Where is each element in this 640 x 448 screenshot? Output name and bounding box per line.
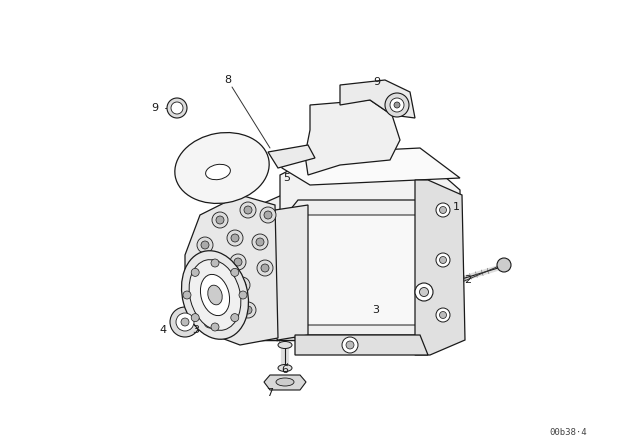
Circle shape: [342, 337, 358, 353]
Circle shape: [239, 291, 247, 299]
Ellipse shape: [200, 274, 230, 315]
Text: 1: 1: [452, 202, 460, 212]
Polygon shape: [258, 200, 455, 335]
Circle shape: [212, 307, 228, 323]
Circle shape: [227, 230, 243, 246]
Circle shape: [256, 238, 264, 246]
Polygon shape: [248, 210, 304, 340]
Polygon shape: [255, 155, 460, 345]
Circle shape: [238, 281, 246, 289]
Circle shape: [252, 234, 268, 250]
Circle shape: [234, 258, 242, 266]
Circle shape: [208, 288, 216, 296]
Circle shape: [415, 283, 433, 301]
Circle shape: [436, 203, 450, 217]
Circle shape: [181, 318, 189, 326]
Ellipse shape: [208, 285, 222, 305]
Circle shape: [201, 241, 209, 249]
Circle shape: [204, 264, 212, 272]
Polygon shape: [295, 335, 428, 355]
Polygon shape: [255, 205, 308, 340]
Text: 9: 9: [373, 77, 381, 87]
Text: 3: 3: [193, 325, 200, 335]
Circle shape: [257, 260, 273, 276]
Circle shape: [230, 254, 246, 270]
Ellipse shape: [175, 133, 269, 203]
Circle shape: [436, 253, 450, 267]
Text: 5: 5: [284, 173, 291, 183]
Circle shape: [261, 264, 269, 272]
Circle shape: [244, 306, 252, 314]
Circle shape: [244, 206, 252, 214]
Circle shape: [183, 291, 191, 299]
Text: 8: 8: [225, 75, 232, 85]
Circle shape: [394, 102, 400, 108]
Circle shape: [385, 93, 409, 117]
Circle shape: [440, 207, 447, 214]
Circle shape: [436, 308, 450, 322]
Ellipse shape: [182, 251, 248, 339]
Polygon shape: [280, 148, 460, 185]
Circle shape: [231, 314, 239, 322]
Text: 00b38·4: 00b38·4: [549, 427, 587, 436]
Circle shape: [390, 98, 404, 112]
Circle shape: [171, 102, 183, 114]
Circle shape: [191, 268, 199, 276]
Polygon shape: [264, 375, 306, 390]
Circle shape: [240, 302, 256, 318]
Circle shape: [440, 311, 447, 319]
Text: 6: 6: [282, 365, 289, 375]
Polygon shape: [270, 215, 445, 325]
Circle shape: [199, 311, 221, 333]
Ellipse shape: [278, 341, 292, 349]
Polygon shape: [404, 188, 454, 330]
Circle shape: [234, 277, 250, 293]
Circle shape: [497, 258, 511, 272]
Circle shape: [346, 341, 354, 349]
Text: 3: 3: [372, 305, 380, 315]
Ellipse shape: [189, 260, 241, 330]
Text: 9: 9: [152, 103, 159, 113]
Ellipse shape: [278, 365, 292, 371]
Circle shape: [170, 307, 200, 337]
Circle shape: [216, 216, 224, 224]
Polygon shape: [248, 188, 454, 232]
Circle shape: [231, 234, 239, 242]
Polygon shape: [185, 195, 278, 345]
Circle shape: [216, 311, 224, 319]
Circle shape: [167, 98, 187, 118]
Circle shape: [440, 257, 447, 263]
Polygon shape: [340, 80, 415, 118]
Circle shape: [211, 259, 219, 267]
Circle shape: [240, 202, 256, 218]
Circle shape: [191, 314, 199, 322]
Circle shape: [231, 268, 239, 276]
Text: 4: 4: [159, 325, 166, 335]
Circle shape: [260, 207, 276, 223]
Polygon shape: [248, 330, 454, 340]
Polygon shape: [268, 145, 315, 168]
Text: 2: 2: [465, 275, 472, 285]
Circle shape: [200, 260, 216, 276]
Circle shape: [197, 237, 213, 253]
Circle shape: [176, 313, 194, 331]
Circle shape: [212, 212, 228, 228]
Polygon shape: [284, 158, 296, 165]
Ellipse shape: [205, 164, 230, 180]
Text: 7: 7: [266, 388, 273, 398]
Polygon shape: [305, 100, 400, 175]
Circle shape: [419, 288, 429, 297]
Polygon shape: [415, 180, 465, 355]
Circle shape: [204, 316, 216, 328]
Ellipse shape: [276, 378, 294, 386]
Circle shape: [264, 211, 272, 219]
Circle shape: [204, 284, 220, 300]
Circle shape: [211, 323, 219, 331]
